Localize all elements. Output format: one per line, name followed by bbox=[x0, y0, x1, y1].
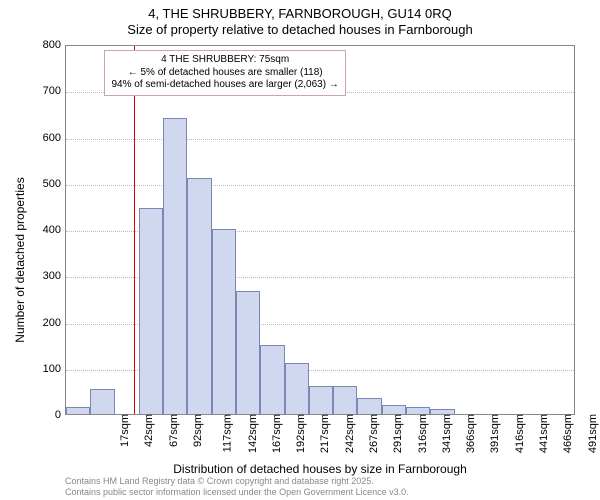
x-tick-label: 192sqm bbox=[291, 414, 307, 453]
footer-attribution: Contains HM Land Registry data © Crown c… bbox=[65, 476, 590, 498]
y-tick-label: 300 bbox=[43, 270, 66, 282]
y-tick-label: 0 bbox=[55, 409, 66, 421]
gridline bbox=[66, 185, 574, 186]
x-tick-label: 67sqm bbox=[164, 414, 180, 447]
gridline bbox=[66, 139, 574, 140]
x-tick-label: 391sqm bbox=[486, 414, 502, 453]
marker-annotation: 4 THE SHRUBBERY: 75sqm ← 5% of detached … bbox=[104, 50, 345, 96]
title-line-1: 4, THE SHRUBBERY, FARNBOROUGH, GU14 0RQ bbox=[0, 6, 600, 22]
x-tick-label: 466sqm bbox=[558, 414, 574, 453]
chart-container: 4, THE SHRUBBERY, FARNBOROUGH, GU14 0RQ … bbox=[0, 0, 600, 500]
y-tick-label: 700 bbox=[43, 85, 66, 97]
y-tick-label: 400 bbox=[43, 224, 66, 236]
x-tick-label: 42sqm bbox=[139, 414, 155, 447]
x-tick-label: 167sqm bbox=[267, 414, 283, 453]
histogram-bar bbox=[90, 389, 114, 414]
property-marker-line bbox=[134, 46, 135, 414]
y-tick-label: 100 bbox=[43, 363, 66, 375]
histogram-bar bbox=[212, 229, 236, 414]
plot-area: 4 THE SHRUBBERY: 75sqm ← 5% of detached … bbox=[65, 45, 575, 415]
x-tick-label: 316sqm bbox=[413, 414, 429, 453]
x-tick-label: 242sqm bbox=[340, 414, 356, 453]
histogram-bar bbox=[66, 407, 90, 414]
y-tick-label: 200 bbox=[43, 317, 66, 329]
histogram-bar bbox=[139, 208, 163, 414]
y-tick-label: 800 bbox=[43, 39, 66, 51]
x-tick-label: 441sqm bbox=[534, 414, 550, 453]
annotation-line-1: 4 THE SHRUBBERY: 75sqm bbox=[111, 54, 338, 67]
annotation-line-2: ← 5% of detached houses are smaller (118… bbox=[111, 67, 338, 80]
histogram-bar bbox=[187, 178, 211, 414]
x-tick-label: 92sqm bbox=[188, 414, 204, 447]
y-tick-label: 500 bbox=[43, 178, 66, 190]
x-tick-label: 291sqm bbox=[388, 414, 404, 453]
annotation-line-3: 94% of semi-detached houses are larger (… bbox=[111, 79, 338, 92]
x-tick-label: 366sqm bbox=[461, 414, 477, 453]
y-axis-label-wrap: Number of detached properties bbox=[10, 0, 30, 500]
footer-line-2: Contains public sector information licen… bbox=[65, 487, 590, 498]
x-tick-label: 117sqm bbox=[218, 414, 234, 452]
histogram-bar bbox=[309, 386, 333, 414]
x-tick-label: 17sqm bbox=[115, 414, 131, 447]
x-tick-label: 267sqm bbox=[364, 414, 380, 453]
histogram-bar bbox=[382, 405, 406, 414]
x-tick-label: 217sqm bbox=[316, 414, 332, 453]
footer-line-1: Contains HM Land Registry data © Crown c… bbox=[65, 476, 590, 487]
histogram-bar bbox=[236, 291, 260, 414]
histogram-bar bbox=[285, 363, 309, 414]
x-tick-label: 491sqm bbox=[583, 414, 599, 453]
y-tick-label: 600 bbox=[43, 132, 66, 144]
histogram-bar bbox=[357, 398, 381, 414]
y-axis-label: Number of detached properties bbox=[13, 177, 27, 342]
chart-title: 4, THE SHRUBBERY, FARNBOROUGH, GU14 0RQ … bbox=[0, 6, 600, 39]
x-tick-label: 142sqm bbox=[243, 414, 259, 453]
x-tick-label: 416sqm bbox=[510, 414, 526, 453]
title-line-2: Size of property relative to detached ho… bbox=[0, 22, 600, 38]
histogram-bar bbox=[406, 407, 430, 414]
histogram-bar bbox=[163, 118, 187, 414]
x-axis-label: Distribution of detached houses by size … bbox=[65, 462, 575, 476]
histogram-bar bbox=[333, 386, 357, 414]
x-tick-label: 341sqm bbox=[437, 414, 453, 453]
histogram-bar bbox=[260, 345, 284, 414]
